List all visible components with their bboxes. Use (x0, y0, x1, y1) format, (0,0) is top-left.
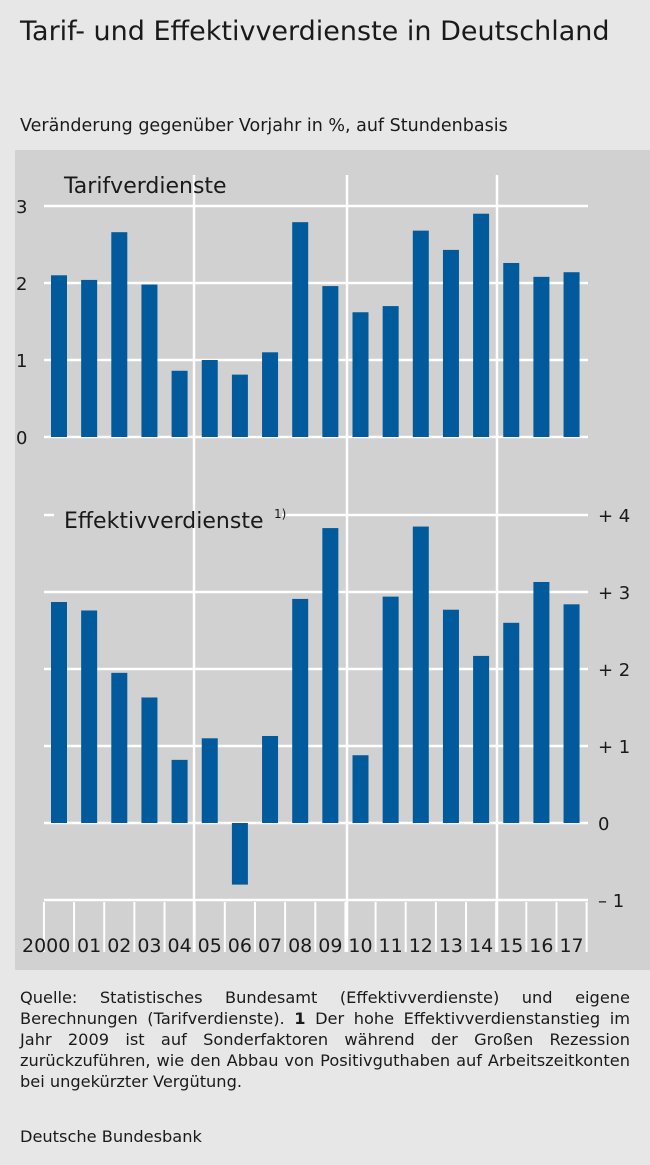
x-tick-label: 01 (77, 935, 101, 957)
tarif-bar-09 (322, 286, 339, 437)
tarif-panel-title: Tarifverdienste (63, 174, 227, 199)
publisher: Deutsche Bundesbank (20, 1127, 202, 1146)
tarif-bar-11 (382, 306, 399, 437)
effektiv-bar-17 (563, 604, 580, 823)
tarif-y-tick-label: 2 (16, 274, 27, 295)
effektiv-footnote-marker: 1) (274, 507, 286, 521)
footnote-number: 1 (294, 1009, 306, 1028)
effektiv-bar-04 (171, 759, 188, 823)
effektiv-bar-16 (533, 581, 550, 823)
x-tick-label: 2000 (22, 935, 70, 957)
effektiv-bar-05 (201, 738, 218, 823)
tarif-bar-12 (412, 230, 429, 437)
effektiv-bar-01 (81, 610, 98, 823)
effektiv-bar-03 (141, 697, 158, 823)
effektiv-bar-09 (322, 528, 339, 823)
tarif-bar-13 (442, 249, 459, 437)
tarif-bar-16 (533, 276, 550, 437)
footnote-source: Quelle: Statistisches Bundesamt (Effekti… (20, 988, 630, 1028)
effektiv-bar-15 (503, 622, 520, 823)
tarif-y-tick-label: 3 (16, 197, 27, 218)
x-tick-label: 14 (469, 935, 493, 957)
chart-title: Tarif- und Effektivverdienste in Deutsch… (20, 16, 610, 47)
effektiv-bar-10 (352, 755, 369, 823)
effektiv-bar-13 (442, 609, 459, 823)
tarif-y-tick-label: 1 (16, 351, 27, 372)
footnote: Quelle: Statistisches Bundesamt (Effekti… (20, 987, 630, 1092)
effektiv-bar-14 (473, 655, 490, 823)
effektiv-y-tick-label: + 2 (598, 660, 630, 681)
effektiv-bar-07 (262, 735, 279, 823)
x-tick-label: 11 (379, 935, 403, 957)
x-tick-label: 04 (168, 935, 192, 957)
effektiv-y-tick-label: 0 (598, 814, 609, 835)
x-tick-label: 07 (258, 935, 282, 957)
tarif-bar-03 (141, 284, 158, 437)
tarif-bar-01 (81, 279, 98, 437)
effektiv-y-tick-label: + 1 (598, 737, 630, 758)
x-tick-label: 09 (318, 935, 342, 957)
x-tick-label: 13 (439, 935, 463, 957)
x-tick-label: 05 (198, 935, 222, 957)
effektiv-panel-title: Effektivverdienste (64, 509, 263, 534)
effektiv-bar-2000 (51, 602, 67, 823)
tarif-bar-08 (292, 222, 309, 437)
tarif-y-tick-label: 0 (16, 428, 27, 449)
effektiv-y-tick-label: + 4 (598, 506, 630, 527)
tarif-bar-05 (201, 360, 218, 437)
effektiv-bar-08 (292, 598, 309, 823)
x-tick-label: 02 (107, 935, 131, 957)
tarif-bar-10 (352, 312, 369, 437)
x-tick-label: 08 (288, 935, 312, 957)
tarif-bar-07 (262, 352, 279, 437)
chart-subtitle: Veränderung gegenüber Vorjahr in %, auf … (20, 116, 508, 136)
effektiv-bar-12 (412, 526, 429, 823)
tarif-bar-17 (563, 272, 580, 437)
tarif-bar-2000 (51, 275, 67, 437)
tarif-bar-02 (111, 232, 128, 437)
x-tick-label: 12 (409, 935, 433, 957)
effektiv-bar-06 (231, 823, 248, 885)
effektiv-bar-02 (111, 672, 128, 823)
x-tick-label: 06 (228, 935, 252, 957)
x-tick-label: 16 (529, 935, 553, 957)
x-tick-label: 10 (348, 935, 372, 957)
tarif-bar-15 (503, 262, 520, 437)
x-tick-label: 17 (559, 935, 583, 957)
x-tick-label: 03 (137, 935, 161, 957)
footnote-text: Der hohe Effektivverdienst­anstieg im Ja… (20, 1009, 630, 1091)
x-tick-label: 15 (499, 935, 523, 957)
tarif-bar-04 (171, 370, 188, 437)
effektiv-y-tick-label: – 1 (598, 891, 624, 912)
tarif-bar-06 (231, 374, 248, 437)
effektiv-y-tick-label: + 3 (598, 583, 630, 604)
effektiv-bar-11 (382, 596, 399, 823)
tarif-bar-14 (473, 213, 490, 437)
